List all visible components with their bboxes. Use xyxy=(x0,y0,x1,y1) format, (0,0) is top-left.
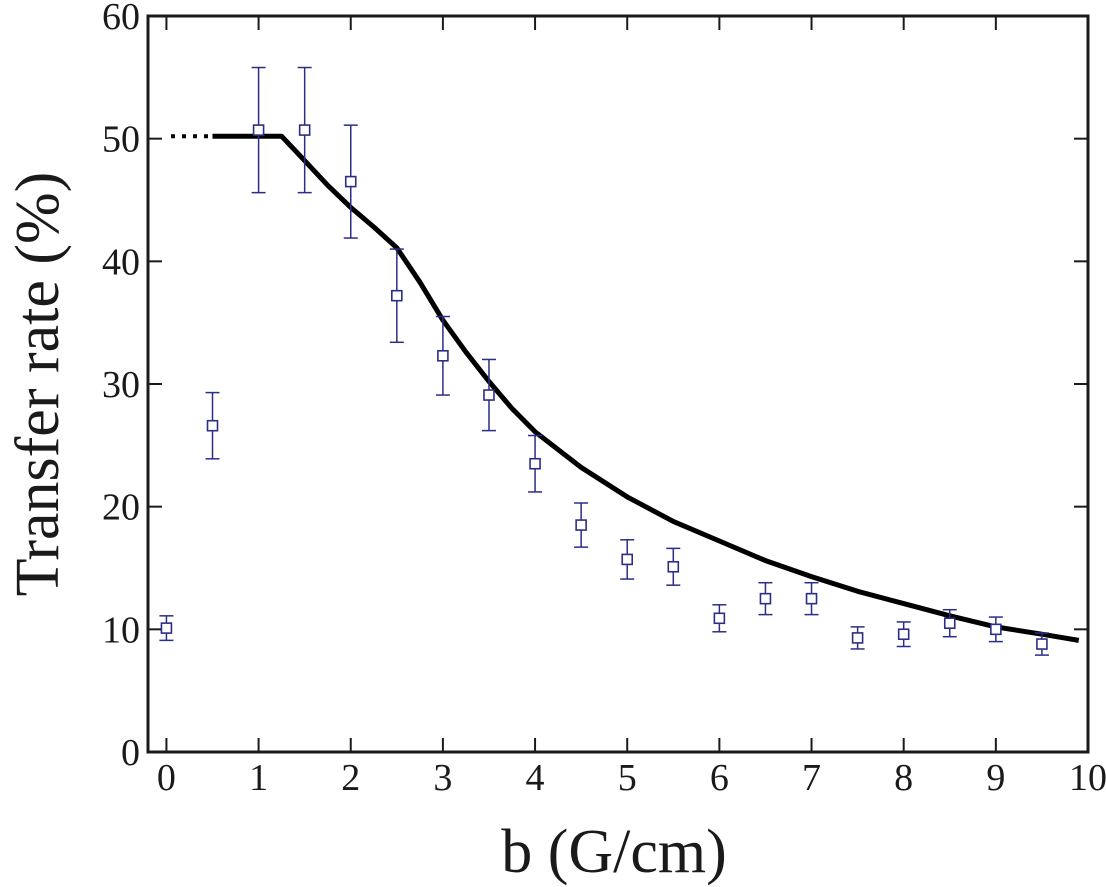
x-tick-label: 5 xyxy=(618,757,637,799)
model-curves xyxy=(171,133,1080,643)
measured-points xyxy=(159,66,1049,656)
data-point-square xyxy=(759,592,772,605)
data-point-square xyxy=(298,124,311,136)
data-point-square xyxy=(252,124,265,136)
x-tick-label: 9 xyxy=(986,757,1005,799)
data-point-square xyxy=(805,592,818,605)
y-tick-label: 40 xyxy=(102,241,140,283)
data-point-square xyxy=(206,419,219,432)
data-point-square xyxy=(344,175,357,188)
y-axis-title: Transfer rate (%) xyxy=(4,172,72,597)
data-point-square xyxy=(667,560,680,573)
x-tick-label: 0 xyxy=(157,757,176,799)
x-tick-label: 1 xyxy=(249,757,268,799)
data-point-square xyxy=(483,389,495,401)
x-axis-ticks: 0 1 2 3 4 5 6 7 8 9 10 xyxy=(157,16,1106,799)
data-point-square xyxy=(713,612,726,625)
y-tick-label: 20 xyxy=(102,487,140,529)
data-point-square xyxy=(529,457,541,470)
x-tick-label: 6 xyxy=(710,757,729,799)
plot-frame xyxy=(146,14,1090,754)
model-curve xyxy=(212,133,1080,643)
data-point-square xyxy=(897,628,910,641)
data-point-square xyxy=(391,289,403,302)
data-point-square xyxy=(575,519,587,531)
x-tick-label: 4 xyxy=(526,757,545,799)
x-tick-label: 10 xyxy=(1069,757,1106,799)
y-axis-ticks: 0 10 20 30 40 50 60 xyxy=(102,0,1088,774)
x-tick-label: 3 xyxy=(433,757,452,799)
x-tick-label: 7 xyxy=(802,757,821,799)
y-tick-label: 60 xyxy=(102,0,140,38)
data-point-square xyxy=(851,632,864,644)
x-axis-title: b (G/cm) xyxy=(501,818,727,886)
data-point-square xyxy=(943,617,956,630)
x-tick-label: 8 xyxy=(894,757,913,799)
data-point-square xyxy=(990,623,1002,636)
y-tick-label: 0 xyxy=(121,732,140,774)
y-tick-label: 50 xyxy=(102,119,140,161)
data-point-square xyxy=(621,553,634,566)
data-point-square xyxy=(437,349,449,362)
data-point-square xyxy=(1036,638,1048,650)
y-tick-label: 30 xyxy=(102,364,140,406)
y-tick-label: 10 xyxy=(102,609,140,651)
data-point-square xyxy=(160,622,173,634)
x-tick-label: 2 xyxy=(341,757,360,799)
